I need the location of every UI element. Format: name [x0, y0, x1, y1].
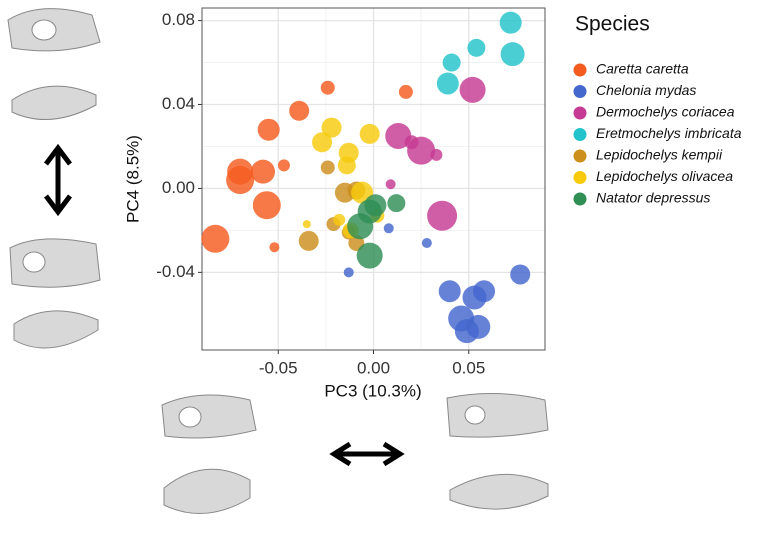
data-point [427, 200, 458, 231]
x-tick-label: 0.05 [452, 358, 485, 377]
data-point [333, 213, 346, 226]
data-point [337, 156, 356, 175]
legend-marker [573, 63, 587, 77]
y-tick-label: 0.08 [162, 10, 195, 29]
y-tick-label: 0.00 [162, 178, 195, 197]
data-point [454, 319, 479, 344]
x-tick-label: -0.05 [259, 358, 298, 377]
data-point [321, 117, 342, 138]
data-point [499, 11, 522, 34]
data-point [359, 123, 380, 144]
y-tick-label: 0.04 [162, 94, 195, 113]
data-point [459, 76, 486, 103]
y-tick-label: -0.04 [156, 262, 195, 281]
data-point [500, 42, 525, 67]
data-point [407, 136, 436, 165]
legend-marker [573, 192, 587, 206]
data-point [421, 237, 432, 248]
legend-label: Natator depressus [596, 190, 710, 206]
legend-title: Species [575, 13, 650, 36]
data-point [438, 280, 461, 303]
data-point [383, 223, 394, 234]
data-point [302, 220, 311, 229]
data-point [250, 159, 275, 184]
data-point [510, 264, 531, 285]
data-point [257, 118, 280, 141]
legend-marker [573, 171, 587, 184]
data-point [467, 38, 486, 57]
data-point [462, 285, 487, 310]
data-point [343, 267, 354, 278]
data-point [226, 166, 255, 195]
data-point [436, 72, 459, 95]
legend-label: Lepidochelys kempii [596, 147, 723, 163]
data-point [312, 132, 333, 153]
plot-border [201, 7, 546, 351]
data-point [320, 160, 335, 175]
data-point [385, 179, 396, 190]
data-point [277, 159, 290, 172]
data-point [269, 242, 280, 253]
legend-label: Eretmochelys imbricata [596, 125, 742, 141]
legend-marker [573, 106, 587, 120]
data-point [201, 224, 230, 253]
legend-marker [573, 128, 587, 141]
y-axis-title: PC4 (8.5%) [123, 135, 142, 223]
data-point [356, 242, 383, 269]
legend-marker [573, 85, 587, 98]
legend-label: Caretta caretta [596, 61, 689, 77]
data-point [347, 213, 374, 240]
x-tick-label: 0.00 [357, 358, 390, 377]
legend-label: Lepidochelys olivacea [596, 168, 733, 184]
data-point [398, 84, 413, 99]
data-point [387, 194, 406, 213]
data-point [298, 230, 319, 251]
legend-marker [573, 149, 587, 163]
data-point [430, 148, 443, 161]
legend-label: Chelonia mydas [596, 82, 696, 98]
data-point [320, 80, 335, 95]
legend-label: Dermochelys coriacea [596, 104, 735, 120]
skull-illustrations [7, 8, 549, 514]
data-point [252, 191, 281, 220]
data-point [289, 100, 310, 121]
data-point [442, 53, 461, 72]
x-axis-title: PC3 (10.3%) [324, 381, 421, 400]
